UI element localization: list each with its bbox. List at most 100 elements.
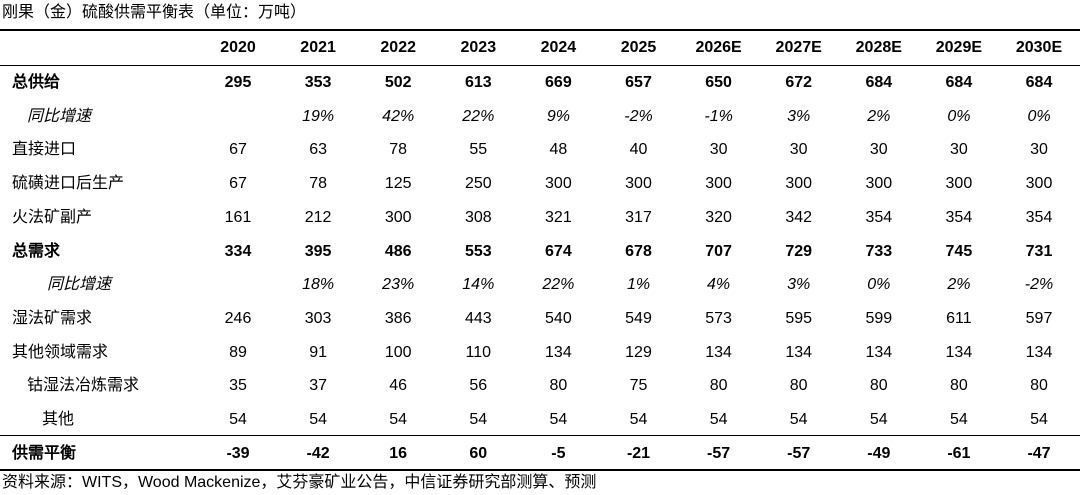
table-cell: 54 — [789, 411, 808, 428]
table-cell: 134 — [705, 343, 732, 361]
table-cell: 54 — [389, 411, 408, 428]
table-cell: 9% — [546, 107, 570, 125]
table-cell: 54 — [629, 411, 648, 428]
table-cell: 3% — [787, 107, 811, 125]
table-cell: 300 — [545, 175, 572, 193]
table-cell: 40 — [629, 141, 648, 159]
table-cell: 300 — [1025, 175, 1053, 193]
column-header: 2025 — [620, 39, 657, 56]
table-cell: 19% — [302, 107, 335, 125]
header-rule — [0, 65, 1080, 66]
table-cell: 134 — [865, 343, 893, 361]
source-note: 资料来源：WITS，Wood Mackenize，艾芬豪矿业公告，中信证券研究部… — [2, 474, 597, 491]
row-label: 其他领域需求 — [12, 343, 109, 361]
table-cell: 46 — [389, 377, 408, 395]
table-cell: 91 — [309, 343, 327, 361]
table-cell: 4% — [707, 276, 731, 294]
table-cell: 22% — [462, 107, 495, 125]
top-rule — [0, 29, 1080, 31]
table-cell: 54 — [709, 411, 728, 428]
row-label: 火法矿副产 — [12, 208, 93, 226]
table-cell: 14% — [462, 276, 495, 294]
table-cell: 54 — [869, 411, 888, 428]
table-cell: 354 — [865, 208, 893, 226]
table-cell: 67 — [229, 175, 247, 193]
column-header: 2028E — [855, 39, 902, 56]
balance-rule — [0, 435, 1080, 436]
table-cell: 18% — [302, 276, 335, 294]
table-cell: 317 — [625, 208, 652, 226]
table-cell: 300 — [785, 175, 813, 193]
table-cell: 678 — [625, 242, 652, 260]
table-cell: 80 — [1030, 377, 1048, 395]
table-cell: 303 — [304, 309, 332, 327]
table-cell: 684 — [945, 74, 973, 91]
table-cell: -2% — [624, 107, 653, 125]
table-cell: 300 — [865, 175, 893, 193]
table-cell: 295 — [224, 74, 252, 91]
table-cell: 30 — [789, 141, 808, 159]
table-cell: 35 — [229, 377, 247, 395]
table-cell: -1% — [704, 107, 733, 125]
table-cell: 30 — [869, 141, 888, 159]
table-cell: 353 — [304, 74, 332, 91]
row-label: 总需求 — [12, 242, 61, 260]
table-cell: -21 — [626, 444, 651, 462]
table-cell: 89 — [229, 343, 247, 361]
table-cell: 30 — [1030, 141, 1048, 159]
table-cell: 30 — [949, 141, 968, 159]
table-cell: 250 — [464, 175, 492, 193]
table-cell: 395 — [304, 242, 332, 260]
table-cell: 731 — [1025, 242, 1053, 260]
table-cell: 300 — [945, 175, 973, 193]
table-cell: 0% — [1027, 107, 1051, 125]
table-cell: -49 — [867, 444, 891, 462]
table-cell: 1% — [626, 276, 651, 294]
table-cell: 54 — [549, 411, 568, 428]
table-cell: 0% — [867, 276, 891, 294]
table-cell: 55 — [469, 141, 488, 159]
row-label: 供需平衡 — [12, 444, 77, 462]
table-cell: -57 — [787, 444, 811, 462]
table-cell: 599 — [865, 309, 893, 327]
table-cell: -5 — [551, 444, 566, 462]
row-label: 硫磺进口后生产 — [12, 175, 125, 193]
table-cell: 42% — [382, 107, 415, 125]
table-cell: 80 — [869, 377, 888, 395]
table-cell: 129 — [625, 343, 652, 361]
table-cell: 342 — [785, 208, 813, 226]
table-cell: 684 — [1025, 74, 1053, 91]
table-cell: 2% — [867, 107, 891, 125]
table-cell: 134 — [945, 343, 973, 361]
table-cell: 110 — [465, 343, 492, 361]
table-cell: 80 — [789, 377, 808, 395]
table-cell: 22% — [542, 276, 575, 294]
table-cell: 30 — [709, 141, 728, 159]
table-cell: -61 — [947, 444, 971, 462]
table-cell: 67 — [229, 141, 247, 159]
table-title: 刚果（金）硫酸供需平衡表（单位：万吨） — [2, 4, 307, 21]
table-cell: -57 — [707, 444, 731, 462]
table-cell: 707 — [705, 242, 732, 260]
table-cell: 80 — [949, 377, 968, 395]
table-cell: 63 — [309, 141, 327, 159]
table-cell: 486 — [384, 242, 412, 260]
table-cell: 78 — [389, 141, 408, 159]
table-cell: 308 — [464, 208, 492, 226]
table-cell: 613 — [464, 74, 492, 91]
table-cell: 595 — [785, 309, 813, 327]
table-cell: 134 — [545, 343, 572, 361]
table-cell: 134 — [785, 343, 813, 361]
table-cell: 2% — [947, 276, 971, 294]
table-cell: 56 — [469, 377, 488, 395]
table-cell: 3% — [787, 276, 811, 294]
table-cell: 669 — [545, 74, 572, 91]
table-cell: 80 — [549, 377, 568, 395]
bottom-rule — [0, 469, 1080, 471]
row-label: 钴湿法冶炼需求 — [27, 377, 140, 395]
table-cell: 161 — [224, 208, 252, 226]
table-cell: 674 — [545, 242, 572, 260]
column-header: 2029E — [935, 39, 983, 56]
table-cell: 48 — [549, 141, 568, 159]
